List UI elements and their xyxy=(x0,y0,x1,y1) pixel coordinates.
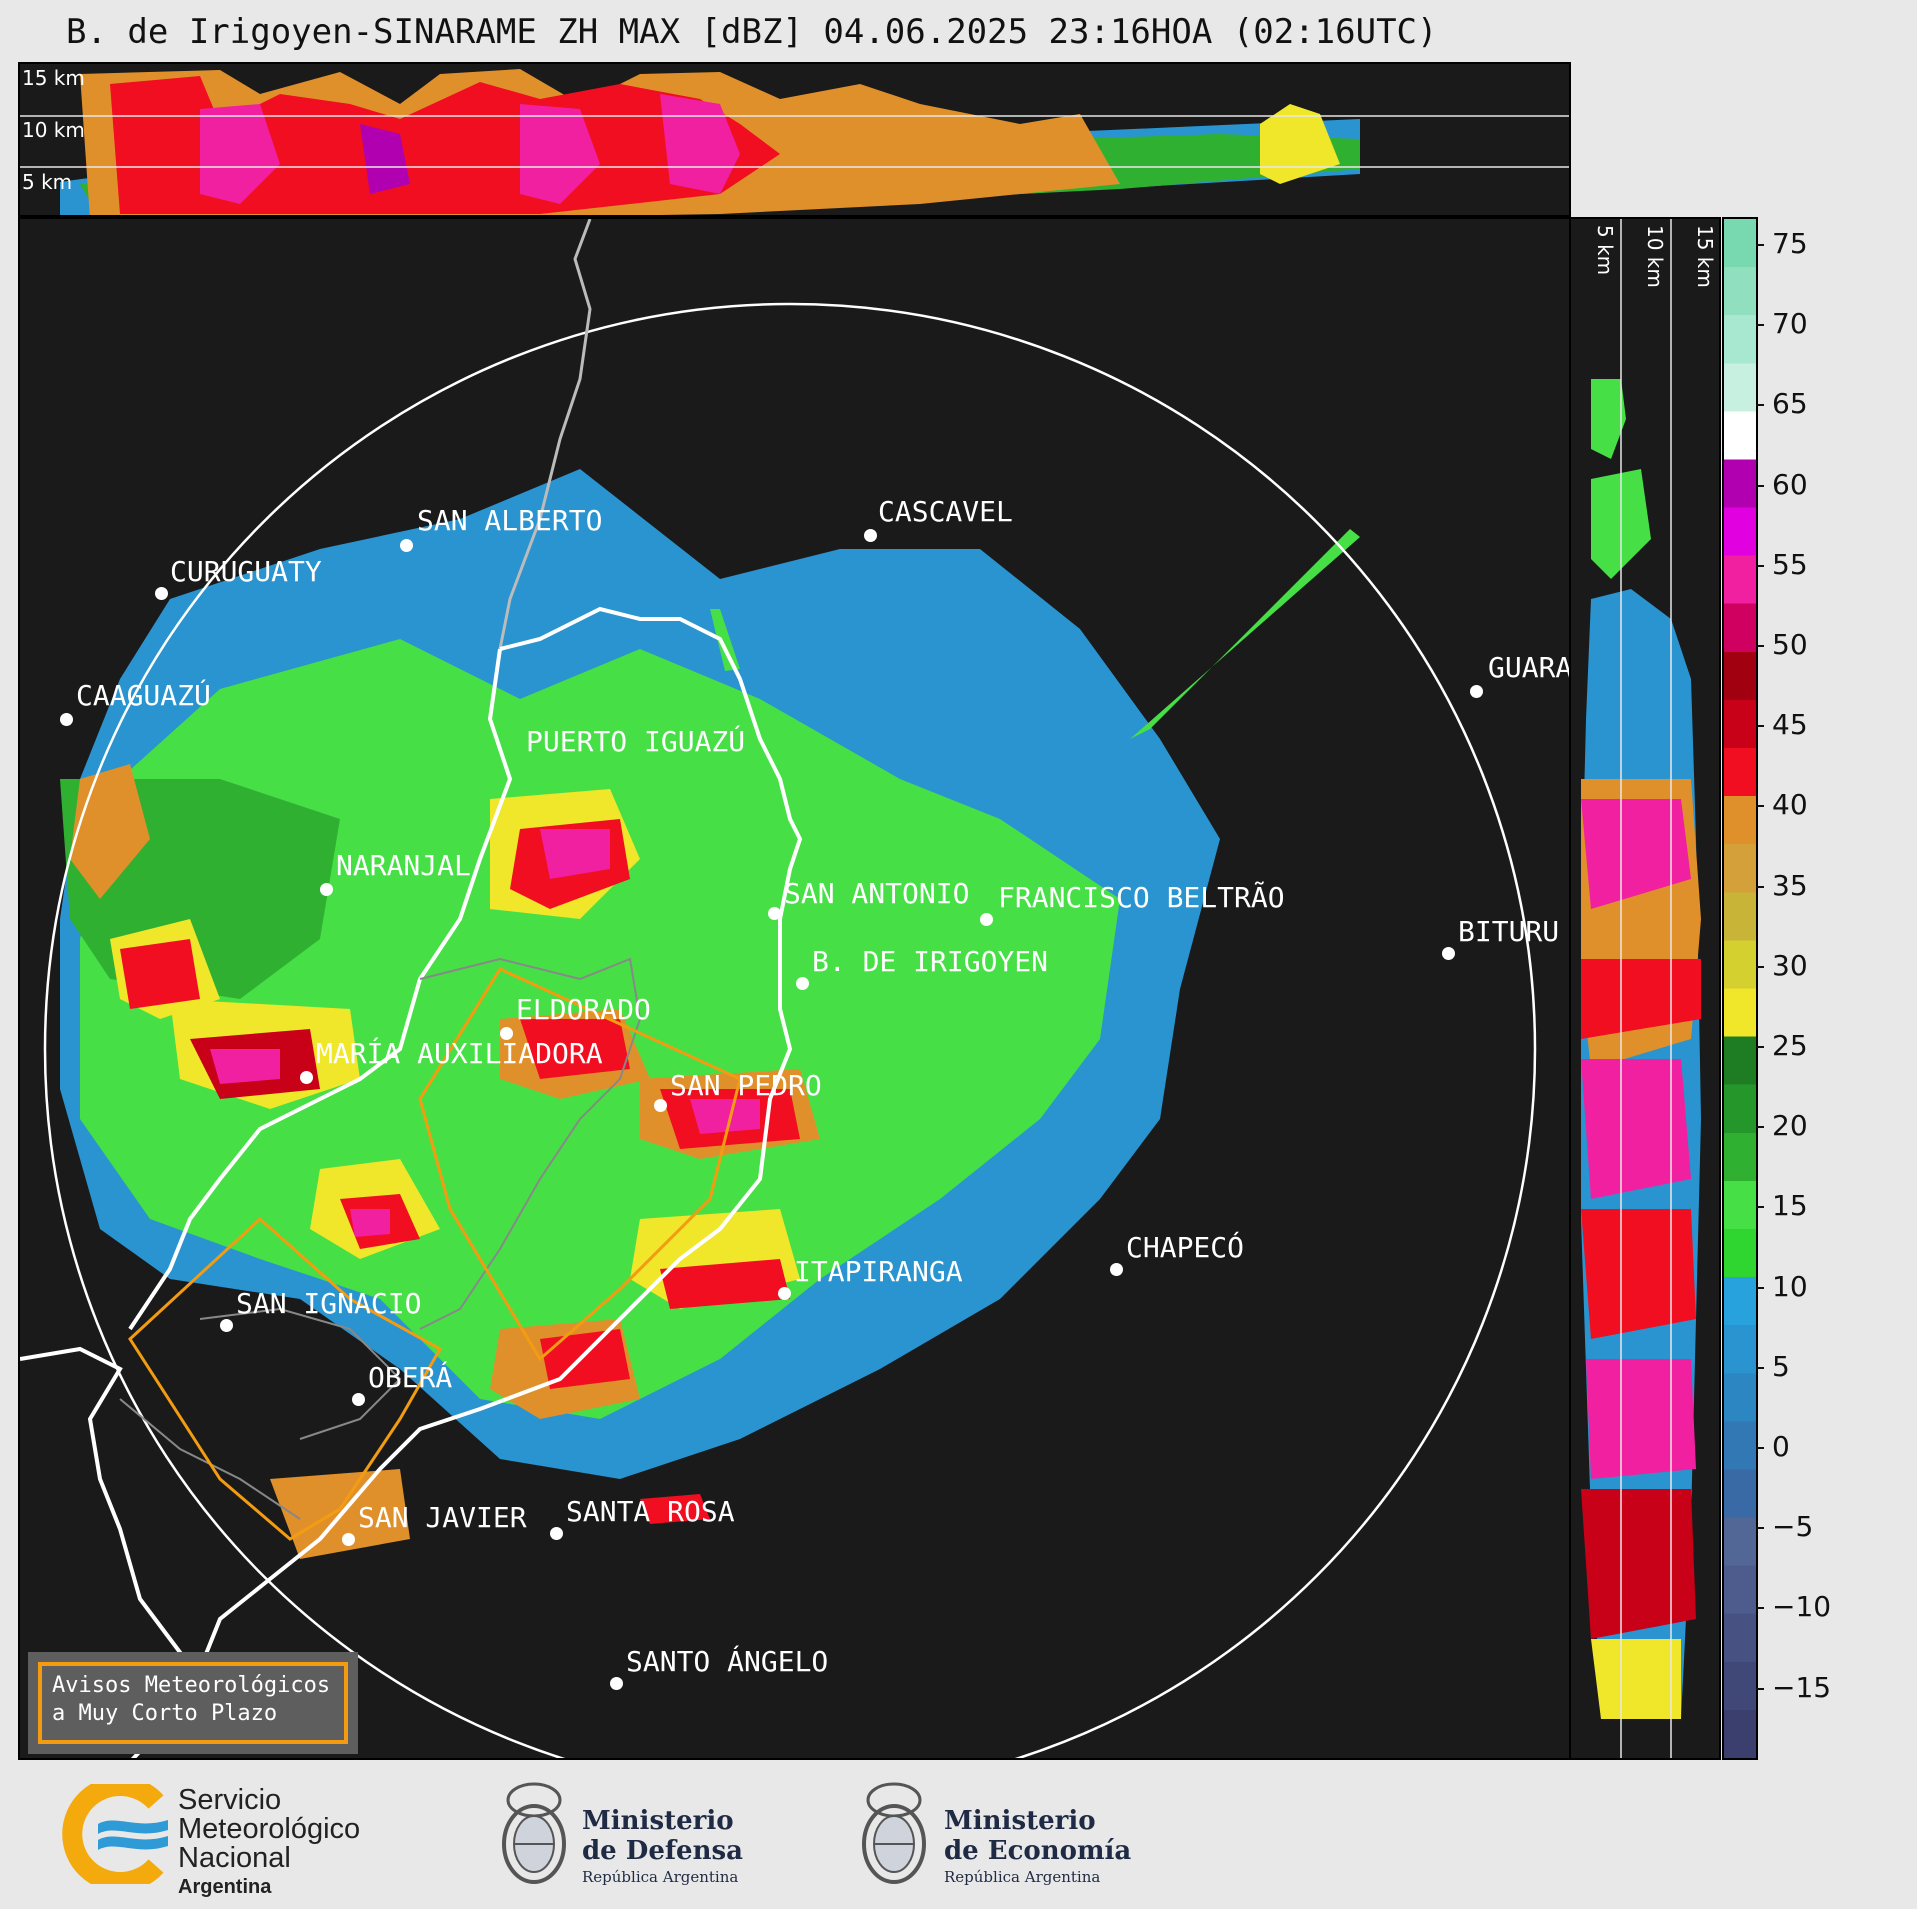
city-dot-chapeco xyxy=(1110,1263,1123,1276)
city-dot-b-de-irigoyen xyxy=(796,977,809,990)
city-label-guarapuava: GUARA xyxy=(1488,651,1571,684)
colorbar-tick-label: 45 xyxy=(1772,708,1808,742)
defensa-line3: República Argentina xyxy=(582,1868,739,1886)
smn-line3: Nacional xyxy=(178,1842,291,1874)
colorbar-tick-label: 30 xyxy=(1772,948,1808,982)
city-dot-guarapuava xyxy=(1470,685,1483,698)
defensa-line2: de Defensa xyxy=(582,1836,743,1866)
city-dot-santa-rosa xyxy=(550,1527,563,1540)
colorbar-tick-label: 55 xyxy=(1772,547,1808,581)
colorbar-tick-label: 15 xyxy=(1772,1189,1808,1223)
city-label-san-javier: SAN JAVIER xyxy=(358,1501,527,1534)
city-label-santa-rosa: SANTA ROSA xyxy=(566,1495,735,1528)
smn-line2: Meteorológico xyxy=(178,1813,361,1845)
colorbar-tick-label: 50 xyxy=(1772,628,1808,661)
economia-logo-text: Ministerio de Economía República Argenti… xyxy=(944,1806,1131,1888)
defensa-line1: Ministerio xyxy=(582,1806,734,1836)
colorbar-tick-label: 35 xyxy=(1772,868,1808,902)
radar-echoes-layer xyxy=(20,219,1569,1758)
city-label-cascavel: CASCAVEL xyxy=(878,495,1013,528)
city-dot-san-ignacio xyxy=(220,1319,233,1332)
top-height-label-10km: 10 km xyxy=(22,118,85,142)
colorbar-tick-label: 60 xyxy=(1772,467,1808,501)
colorbar-tick-label: 5 xyxy=(1772,1349,1790,1383)
colorbar-tick-label: 65 xyxy=(1772,387,1808,421)
top-section-echoes xyxy=(20,64,1569,215)
city-dot-caaguazu xyxy=(60,713,73,726)
city-label-bituruna: BITURU xyxy=(1458,915,1560,948)
warnings-link-frame[interactable]: Avisos Meteorológicos a Muy Corto Plazo xyxy=(38,1662,348,1744)
colorbar-tick-label: 75 xyxy=(1772,227,1808,260)
city-dot-naranjal xyxy=(320,883,333,896)
colorbar-tick-label: 70 xyxy=(1772,307,1808,341)
city-dot-san-alberto xyxy=(400,539,413,552)
colorbar-tick-label: −15 xyxy=(1772,1670,1832,1704)
economia-line1: Ministerio xyxy=(944,1806,1096,1836)
smn-line1: Servicio xyxy=(178,1784,282,1816)
city-label-san-alberto: SAN ALBERTO xyxy=(417,504,603,537)
city-dot-santo-angelo xyxy=(610,1677,623,1690)
city-dot-bituruna xyxy=(1442,947,1455,960)
side-height-label-15km: 15 km xyxy=(1693,225,1717,288)
defensa-logo-text: Ministerio de Defensa República Argentin… xyxy=(582,1806,743,1888)
city-label-puerto-iguazu: PUERTO IGUAZÚ xyxy=(526,725,746,758)
map-title: B. de Irigoyen-SINARAME ZH MAX [dBZ] 04.… xyxy=(66,12,1438,52)
colorbar-tick-label: 0 xyxy=(1772,1430,1790,1463)
smn-logo-icon xyxy=(62,1784,168,1884)
north-south-cross-section: 15 km 10 km 5 km xyxy=(18,62,1571,217)
colorbar-tick-label: −5 xyxy=(1772,1510,1814,1544)
city-label-itapiranga: ITAPIRANGA xyxy=(794,1255,963,1288)
city-dot-san-pedro xyxy=(654,1099,667,1112)
top-height-label-15km: 15 km xyxy=(22,66,85,90)
city-dot-curuguaty xyxy=(155,587,168,600)
city-label-maria-auxiliadora: MARÍA AUXILIADORA xyxy=(316,1037,603,1070)
top-height-label-5km: 5 km xyxy=(22,170,73,194)
city-label-eldorado: ELDORADO xyxy=(516,993,651,1026)
city-dot-francisco-beltrao xyxy=(980,913,993,926)
side-height-label-10km: 10 km xyxy=(1643,225,1667,288)
warnings-link-line1: Avisos Meteorológicos xyxy=(52,1673,331,1698)
city-dot-san-javier xyxy=(342,1533,355,1546)
city-label-san-antonio: SAN ANTONIO xyxy=(784,877,970,910)
city-dot-cascavel xyxy=(864,529,877,542)
colorbar-tick-label: 10 xyxy=(1772,1269,1808,1303)
side-section-echoes xyxy=(1571,219,1719,1758)
city-dot-itapiranga xyxy=(778,1287,791,1300)
city-dot-san-antonio xyxy=(768,907,781,920)
colorbar-tick-label: −10 xyxy=(1772,1590,1832,1624)
colorbar-tick-label: 25 xyxy=(1772,1029,1808,1062)
city-label-san-ignacio: SAN IGNACIO xyxy=(236,1287,422,1320)
city-dot-maria-auxiliadora xyxy=(300,1071,313,1084)
city-dot-eldorado xyxy=(500,1027,513,1040)
economia-line3: República Argentina xyxy=(944,1868,1101,1886)
economia-line2: de Economía xyxy=(944,1836,1132,1866)
city-label-naranjal: NARANJAL xyxy=(336,849,471,882)
city-label-obera: OBERÁ xyxy=(368,1361,453,1394)
warnings-link-line2: a Muy Corto Plazo xyxy=(52,1701,278,1726)
defensa-coat-of-arms-icon xyxy=(502,1782,566,1884)
economia-coat-of-arms-icon xyxy=(862,1782,926,1884)
city-dot-obera xyxy=(352,1393,365,1406)
warnings-link-box[interactable]: Avisos Meteorológicos a Muy Corto Plazo xyxy=(28,1652,358,1754)
city-label-chapeco: CHAPECÓ xyxy=(1126,1231,1245,1264)
city-label-curuguaty: CURUGUATY xyxy=(170,555,322,588)
side-height-label-5km: 5 km xyxy=(1593,225,1617,276)
colorbar-tick-label: 40 xyxy=(1772,788,1808,822)
city-label-b-de-irigoyen: B. DE IRIGOYEN xyxy=(812,945,1049,978)
radar-map[interactable]: CURUGUATY SAN ALBERTO CASCAVEL GUARA CAA… xyxy=(18,217,1571,1760)
colorbar-tick-label: 20 xyxy=(1772,1109,1808,1143)
smn-line4: Argentina xyxy=(178,1876,272,1898)
east-west-cross-section: 5 km 10 km 15 km xyxy=(1569,217,1721,1760)
dbz-colorbar xyxy=(1722,217,1758,1760)
city-label-santo-angelo: SANTO ÁNGELO xyxy=(626,1645,829,1678)
city-label-san-pedro: SAN PEDRO xyxy=(670,1069,822,1102)
city-label-francisco-beltrao: FRANCISCO BELTRÃO xyxy=(998,881,1285,914)
smn-logo-text: Servicio Meteorológico Nacional Argentin… xyxy=(178,1786,360,1902)
city-label-caaguazu: CAAGUAZÚ xyxy=(76,679,211,712)
